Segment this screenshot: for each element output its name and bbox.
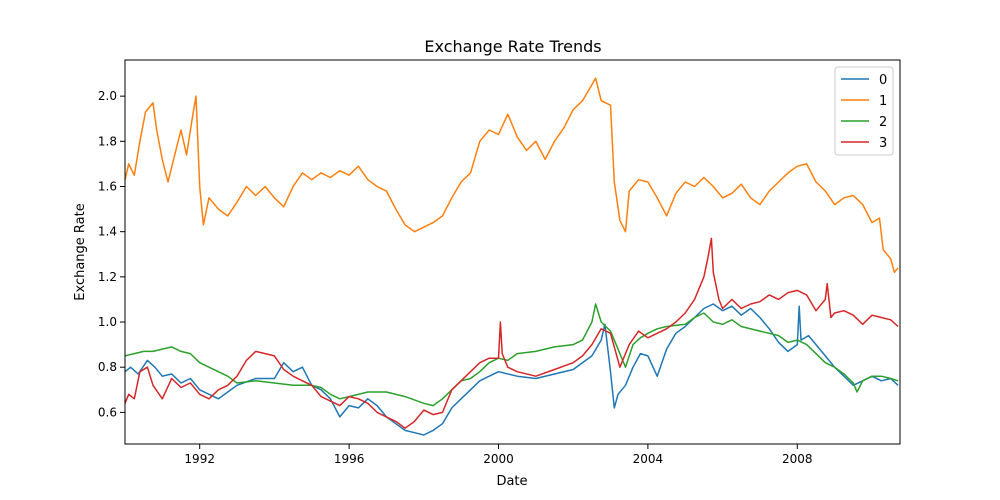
y-axis-label: Exchange Rate (73, 203, 88, 300)
legend: 0 1 2 3 (834, 66, 894, 156)
chart-title: Exchange Rate Trends (424, 37, 601, 56)
y-tick-label: 1.4 (98, 225, 117, 239)
x-tick-label: 2000 (483, 452, 514, 466)
x-tick-label: 2008 (782, 452, 813, 466)
axes-frame (124, 59, 901, 445)
plot-area (124, 77, 899, 436)
y-tick-label: 2.0 (98, 89, 117, 103)
x-tick-label: 1996 (334, 452, 365, 466)
legend-label-1: 1 (879, 94, 887, 109)
legend-box (834, 66, 894, 156)
legend-label-2: 2 (879, 115, 887, 130)
y-tick-label: 1.0 (98, 315, 117, 329)
y-tick-label: 0.8 (98, 360, 117, 374)
x-tick-label: 1992 (184, 452, 215, 466)
y-tick-label: 1.2 (98, 270, 117, 284)
y-axis: 0.6 0.8 1.0 1.2 1.4 1.6 1.8 2.0 (98, 89, 125, 419)
series-line-2 (124, 303, 899, 407)
series-line-1 (124, 77, 899, 274)
series-line-0 (124, 303, 899, 436)
x-axis: 1992 1996 2000 2004 2008 (184, 444, 813, 466)
x-tick-label: 2004 (633, 452, 664, 466)
series-line-3 (124, 237, 899, 429)
legend-label-0: 0 (879, 73, 887, 88)
y-tick-label: 0.6 (98, 405, 117, 419)
y-tick-label: 1.6 (98, 179, 117, 193)
legend-label-3: 3 (879, 136, 887, 151)
y-tick-label: 1.8 (98, 134, 117, 148)
x-axis-label: Date (496, 474, 527, 489)
